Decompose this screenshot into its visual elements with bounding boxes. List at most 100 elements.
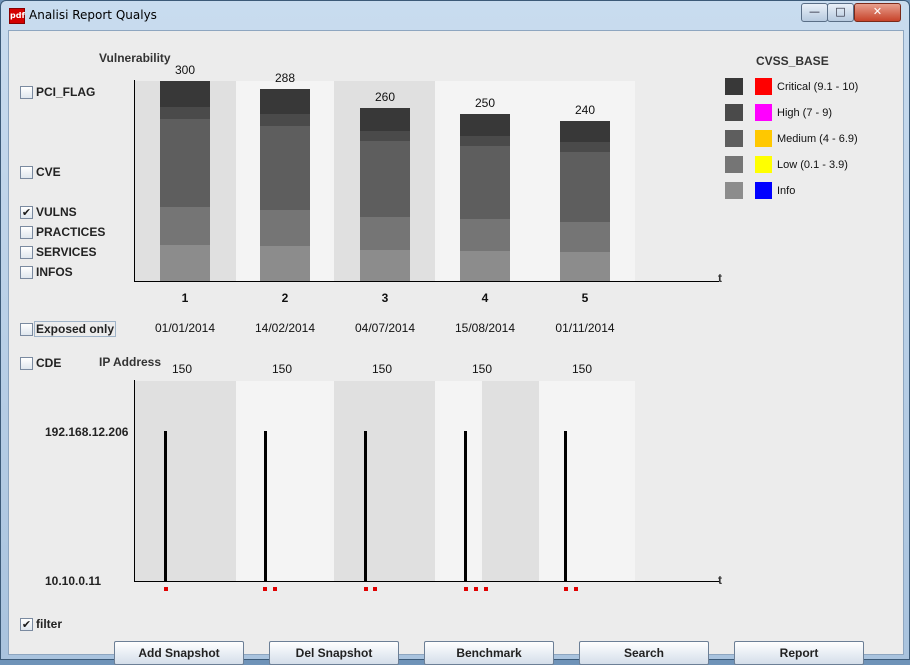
ip-count-label: 150: [271, 362, 293, 376]
ip-marker-dot: [164, 587, 168, 591]
vuln-total-label: 240: [574, 103, 596, 117]
legend-color-swatch: [755, 130, 772, 147]
legend-item: Low (0.1 - 3.9): [725, 156, 895, 176]
snapshot-date: 01/01/2014: [154, 321, 216, 335]
cve-label: CVE: [36, 165, 61, 179]
cde-checkbox[interactable]: [20, 357, 33, 370]
vuln-bar-segment: [560, 222, 610, 252]
pci-flag-checkbox[interactable]: [20, 86, 33, 99]
vulnerability-chart: 300 1 01/01/2014 288 2 14/02/2014 260 3 04/07/20…: [9, 31, 903, 654]
snapshot-date: 01/11/2014: [555, 321, 615, 335]
legend-label: Info: [777, 185, 796, 197]
snapshot-date: 15/08/2014: [454, 321, 516, 335]
top-tick-label: 1: [181, 291, 189, 305]
filter-checkbox[interactable]: ✔: [20, 618, 33, 631]
ip-column-bg: [334, 381, 435, 581]
vuln-bar: [260, 89, 310, 281]
vuln-bar-segment: [160, 245, 210, 281]
ip-timeline-line: [164, 431, 167, 581]
main-panel: 300 1 01/01/2014 288 2 14/02/2014 260 3 04/07/20…: [8, 30, 904, 665]
vuln-bar-segment: [460, 251, 510, 281]
vuln-bar-segment: [260, 126, 310, 210]
ip-marker-dot: [364, 587, 368, 591]
top-tick-label: 5: [581, 291, 589, 305]
ip-marker-dot: [273, 587, 277, 591]
bottom-chart-t-label: t: [718, 573, 722, 587]
vuln-bar-segment: [460, 219, 510, 252]
legend-gray-swatch: [725, 104, 743, 121]
practices-checkbox[interactable]: [20, 226, 33, 239]
ip-marker-dot: [484, 587, 488, 591]
vuln-bar-segment: [160, 207, 210, 245]
maximize-button[interactable]: □: [827, 3, 854, 22]
vulns-checkbox[interactable]: ✔: [20, 206, 33, 219]
vuln-bar-segment: [260, 114, 310, 126]
vuln-bar-segment: [360, 130, 410, 141]
legend-gray-swatch: [725, 130, 743, 147]
ip-column-bg: [482, 381, 539, 581]
benchmark-button[interactable]: Benchmark: [424, 641, 554, 665]
vuln-bar-segment: [260, 246, 310, 281]
vuln-bar-segment: [360, 216, 410, 250]
close-button[interactable]: ✕: [854, 3, 901, 22]
snapshot-date: 14/02/2014: [254, 321, 316, 335]
del-snapshot-button[interactable]: Del Snapshot: [269, 641, 399, 665]
infos-checkbox[interactable]: [20, 266, 33, 279]
ip-column-bg: [135, 381, 236, 581]
add-snapshot-button[interactable]: Add Snapshot: [114, 641, 244, 665]
exposed-only-checkbox[interactable]: [20, 323, 33, 336]
services-checkbox[interactable]: [20, 246, 33, 259]
vuln-bar-segment: [160, 119, 210, 207]
legend-color-swatch: [755, 104, 772, 121]
ip-column-bg: [236, 381, 334, 581]
cve-checkbox[interactable]: [20, 166, 33, 179]
vuln-bar-segment: [260, 210, 310, 246]
vuln-bar: [560, 121, 610, 281]
legend-label: Critical (9.1 - 10): [777, 81, 859, 93]
vuln-bar-segment: [560, 121, 610, 142]
ip-marker-dot: [474, 587, 478, 591]
legend-gray-swatch: [725, 156, 743, 173]
ip-chart-title: IP Address: [99, 355, 162, 369]
bottom-x-axis: [134, 581, 719, 582]
vuln-bar: [160, 81, 210, 281]
legend-item: High (7 - 9): [725, 104, 895, 124]
infos-label: INFOS: [36, 265, 73, 279]
ip-count-label: 150: [371, 362, 393, 376]
vuln-bar-segment: [360, 140, 410, 217]
legend-gray-swatch: [725, 182, 743, 199]
vuln-bar-segment: [560, 142, 610, 152]
report-button[interactable]: Report: [734, 641, 864, 665]
vuln-bar-segment: [460, 146, 510, 220]
legend-label: High (7 - 9): [777, 107, 833, 119]
window-title: Analisi Report Qualys: [29, 8, 157, 22]
vuln-bar-segment: [260, 89, 310, 114]
vuln-bar-segment: [460, 136, 510, 147]
minimize-button[interactable]: —: [801, 3, 828, 22]
ip-marker-dot: [464, 587, 468, 591]
top-tick-label: 4: [481, 291, 489, 305]
vuln-total-label: 288: [274, 71, 296, 85]
search-button[interactable]: Search: [579, 641, 709, 665]
ip-marker-dot: [564, 587, 568, 591]
ip-column-bg: [539, 381, 635, 581]
legend-gray-swatch: [725, 78, 743, 95]
vuln-bar-segment: [360, 107, 410, 131]
ip-count-label: 150: [471, 362, 493, 376]
vulns-label: VULNS: [36, 205, 77, 219]
legend-title: CVSS_BASE: [756, 54, 829, 68]
vuln-bar: [460, 114, 510, 281]
ip-count-label: 150: [571, 362, 593, 376]
ip-high-label: 192.168.12.206: [45, 425, 129, 439]
top-chart-t-label: t: [718, 271, 722, 285]
top-tick-label: 3: [381, 291, 389, 305]
app-icon: pdf: [9, 8, 25, 24]
practices-label: PRACTICES: [36, 225, 106, 239]
legend-item: Critical (9.1 - 10): [725, 78, 895, 98]
top-tick-label: 2: [281, 291, 289, 305]
legend-label: Low (0.1 - 3.9): [777, 159, 848, 171]
title-bar[interactable]: pdf Analisi Report Qualys — □ ✕: [1, 1, 909, 29]
ip-timeline-line: [564, 431, 567, 581]
ip-low-label: 10.10.0.11: [45, 574, 102, 588]
